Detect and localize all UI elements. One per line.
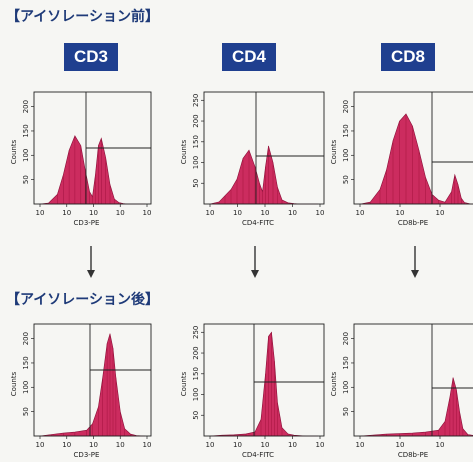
x-tick-label: 10 bbox=[143, 209, 152, 217]
y-tick-label: 200 bbox=[192, 346, 200, 359]
x-tick-label: 10 bbox=[36, 209, 45, 217]
plot-frame bbox=[34, 324, 151, 436]
x-axis-label: CD8b-PE bbox=[398, 219, 428, 227]
y-axis-label: Counts bbox=[180, 139, 188, 164]
x-tick-label: 10 bbox=[89, 441, 98, 449]
histogram-before-cd4: 10 10 10 10 10 50 100 150 200 250 Counts CD4-FITC bbox=[170, 82, 330, 232]
x-axis-label: CD8b-PE bbox=[398, 451, 428, 459]
x-tick-label: 10 bbox=[233, 441, 242, 449]
histogram-area bbox=[210, 146, 318, 204]
before-section-title: 【アイソレーション前】 bbox=[6, 6, 159, 26]
down-arrow-icon bbox=[86, 246, 96, 278]
histogram-after-cd8: 1010101050100150200CountsCD8b-PE bbox=[330, 312, 473, 459]
after-section-title: 【アイソレーション後】 bbox=[6, 289, 159, 309]
y-tick-label: 200 bbox=[342, 332, 350, 345]
x-tick-label: 10 bbox=[288, 441, 297, 449]
x-axis-label: CD3-PE bbox=[74, 451, 100, 459]
y-tick-label: 250 bbox=[192, 326, 200, 339]
x-tick-label: 10 bbox=[143, 441, 152, 449]
histogram-area bbox=[361, 378, 473, 436]
x-axis-label: CD4-FITC bbox=[242, 451, 274, 459]
histogram-svg: 10 10 10 10 10 50 100 150 200 250 Counts CD4-FITC bbox=[170, 312, 330, 462]
y-tick-label: 150 bbox=[22, 356, 30, 369]
y-tick-label: 50 bbox=[22, 175, 30, 184]
y-tick-label: 50 bbox=[22, 407, 30, 416]
x-tick-label: 10 bbox=[288, 209, 297, 217]
x-tick-label: 10 bbox=[206, 209, 215, 217]
x-tick-label: 10 bbox=[116, 209, 125, 217]
histogram-area bbox=[40, 136, 145, 204]
x-tick-label: 10 bbox=[36, 441, 45, 449]
y-tick-label: 50 bbox=[342, 175, 350, 184]
y-tick-label: 100 bbox=[22, 149, 30, 162]
marker-badge-cd3: CD3 bbox=[64, 43, 118, 71]
x-axis-label: CD4-FITC bbox=[242, 219, 274, 227]
histogram-svg: 1010101050100150200CountsCD8b-PE bbox=[330, 82, 473, 232]
y-axis-label: Counts bbox=[10, 371, 18, 396]
y-tick-label: 100 bbox=[22, 381, 30, 394]
y-tick-label: 150 bbox=[22, 124, 30, 137]
y-tick-label: 100 bbox=[342, 381, 350, 394]
y-tick-label: 250 bbox=[192, 94, 200, 107]
histogram-after-cd4: 10 10 10 10 10 50 100 150 200 250 Counts CD4-FITC bbox=[170, 312, 330, 459]
x-tick-label: 10 bbox=[396, 441, 405, 449]
x-tick-label: 10 bbox=[396, 209, 405, 217]
x-tick-label: 10 bbox=[62, 209, 71, 217]
y-tick-label: 50 bbox=[192, 411, 200, 420]
y-tick-label: 50 bbox=[192, 179, 200, 188]
y-tick-label: 200 bbox=[22, 100, 30, 113]
y-axis-label: Counts bbox=[330, 139, 338, 164]
y-tick-label: 100 bbox=[192, 388, 200, 401]
x-tick-label: 10 bbox=[261, 209, 270, 217]
y-tick-label: 150 bbox=[192, 367, 200, 380]
histogram-svg: 1010101050100150200CountsCD8b-PE bbox=[330, 312, 473, 462]
x-tick-label: 10 bbox=[316, 441, 325, 449]
down-arrow-icon bbox=[410, 246, 420, 278]
histogram-area bbox=[210, 332, 318, 436]
y-axis-label: Counts bbox=[180, 371, 188, 396]
x-axis-label: CD3-PE bbox=[74, 219, 100, 227]
histogram-area bbox=[40, 334, 145, 436]
y-tick-label: 100 bbox=[342, 149, 350, 162]
y-tick-label: 150 bbox=[192, 135, 200, 148]
y-axis-label: Counts bbox=[10, 139, 18, 164]
x-tick-label: 10 bbox=[89, 209, 98, 217]
x-tick-label: 10 bbox=[62, 441, 71, 449]
x-tick-label: 10 bbox=[261, 441, 270, 449]
y-axis-label: Counts bbox=[330, 371, 338, 396]
y-tick-label: 50 bbox=[342, 407, 350, 416]
marker-badge-cd4: CD4 bbox=[222, 43, 276, 71]
x-tick-label: 10 bbox=[436, 209, 445, 217]
x-tick-label: 10 bbox=[356, 441, 365, 449]
x-tick-label: 10 bbox=[206, 441, 215, 449]
y-tick-label: 200 bbox=[22, 332, 30, 345]
down-arrow-icon bbox=[250, 246, 260, 278]
y-tick-label: 200 bbox=[342, 100, 350, 113]
x-tick-label: 10 bbox=[356, 209, 365, 217]
histogram-area bbox=[361, 114, 473, 204]
histogram-before-cd8: 1010101050100150200CountsCD8b-PE bbox=[330, 82, 473, 232]
histogram-svg: 10 10 10 10 10 50 100 150 200 Counts CD3-PE bbox=[0, 82, 160, 232]
y-tick-label: 200 bbox=[192, 114, 200, 127]
x-tick-label: 10 bbox=[233, 209, 242, 217]
x-tick-label: 10 bbox=[316, 209, 325, 217]
histogram-svg: 10 10 10 10 10 50 100 150 200 Counts CD3-PE bbox=[0, 312, 160, 462]
marker-badge-cd8: CD8 bbox=[381, 43, 435, 71]
histogram-after-cd3: 10 10 10 10 10 50 100 150 200 Counts CD3-PE bbox=[0, 312, 160, 459]
x-tick-label: 10 bbox=[436, 441, 445, 449]
x-tick-label: 10 bbox=[116, 441, 125, 449]
histogram-svg: 10 10 10 10 10 50 100 150 200 250 Counts CD4-FITC bbox=[170, 82, 330, 232]
y-tick-label: 100 bbox=[192, 156, 200, 169]
histogram-before-cd3: 10 10 10 10 10 50 100 150 200 Counts CD3-PE bbox=[0, 82, 160, 232]
y-tick-label: 150 bbox=[342, 356, 350, 369]
y-tick-label: 150 bbox=[342, 124, 350, 137]
